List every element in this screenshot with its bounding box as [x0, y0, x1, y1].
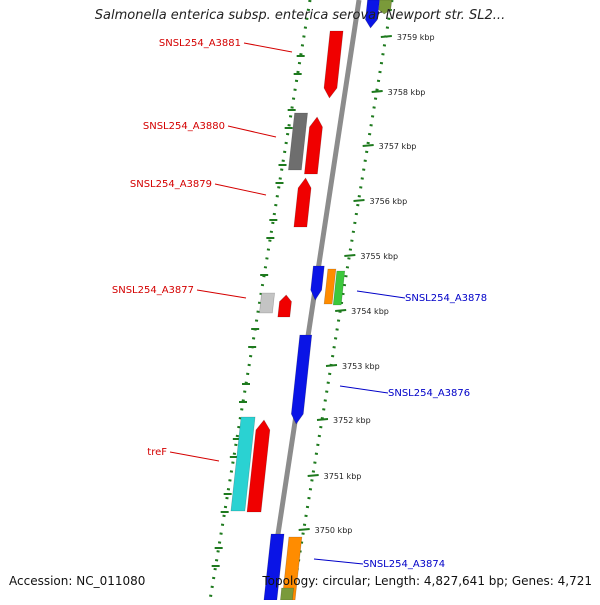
gene-orange-a3878 [323, 268, 337, 305]
gene-label-leader [196, 289, 247, 299]
gene-olive-top [378, 0, 393, 15]
gene-label-leader [313, 558, 364, 565]
accession-text: Accession: NC_011080 [9, 574, 146, 588]
gene-label: SNSL254_A3874 [363, 559, 445, 570]
gene-red-a3881 [323, 30, 344, 99]
gene-label: SNSL254_A3881 [159, 38, 241, 49]
scale-tick [380, 35, 392, 38]
gene-label: SNSL254_A3880 [143, 121, 225, 132]
scale-tick [353, 199, 365, 202]
gene-cyan-tref [230, 416, 256, 512]
gene-label: SNSL254_A3878 [405, 293, 487, 304]
gene-label-leader [169, 451, 220, 462]
gene-label-leader [243, 42, 293, 53]
scale-tick-label: 3757 kbp [379, 142, 417, 151]
gene-red-tref [246, 419, 271, 513]
scale-tick [316, 418, 329, 421]
scale-tick-label: 3756 kbp [370, 197, 408, 206]
scale-tick-label: 3754 kbp [351, 307, 389, 316]
gene-lightgray-a3877 [259, 292, 275, 314]
scale-tick [344, 254, 356, 257]
gene-label-leader [356, 290, 406, 299]
scale-tick [325, 364, 338, 367]
scale-tick-label: 3759 kbp [397, 33, 435, 42]
gene-blue-a3878 [310, 265, 325, 301]
gene-label-leader [339, 385, 389, 394]
scale-tick [335, 309, 347, 312]
scale-tick-label: 3758 kbp [388, 88, 426, 97]
gene-gray-a3880 [288, 112, 308, 171]
gene-label-leader [214, 183, 267, 196]
gene-red-a3880 [304, 116, 323, 175]
scale-tick [298, 528, 310, 531]
backbone-line [265, 0, 362, 601]
scale-tick-label: 3750 kbp [315, 526, 353, 535]
gene-label: SNSL254_A3876 [388, 388, 470, 399]
gene-blue-a3874 [263, 533, 285, 601]
genome-summary-text: Topology: circular; Length: 4,827,641 bp… [262, 574, 592, 588]
gene-blue-a3876 [290, 334, 313, 425]
scale-tick [307, 474, 319, 477]
gene-red-a3879 [293, 177, 312, 228]
scale-tick-label: 3751 kbp [324, 472, 362, 481]
gene-label: SNSL254_A3879 [130, 179, 212, 190]
scale-tick [362, 144, 374, 147]
gene-label-leader [227, 125, 277, 138]
scale-tick-label: 3752 kbp [333, 416, 371, 425]
scale-tick-label: 3753 kbp [342, 362, 380, 371]
gene-red-a3877 [277, 294, 292, 318]
gene-green-a3878 [332, 270, 346, 306]
gene-label: SNSL254_A3877 [112, 285, 194, 296]
gene-blue-top [365, 0, 380, 29]
gene-label: treF [147, 447, 167, 458]
genome-title: Salmonella enterica subsp. enterica sero… [94, 8, 506, 23]
gene-olive-bottom [280, 587, 294, 601]
scale-tick-label: 3755 kbp [360, 252, 398, 261]
scale-tick [371, 90, 383, 93]
